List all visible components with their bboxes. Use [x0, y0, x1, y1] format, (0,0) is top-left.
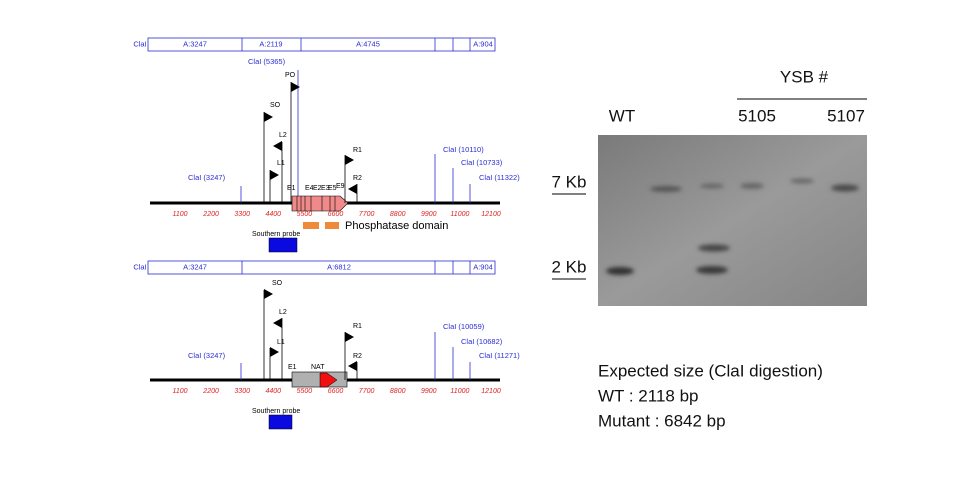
primer-flag	[273, 141, 282, 151]
site-label: ClaI (11271)	[479, 351, 520, 360]
site-label: ClaI (10059)	[443, 322, 485, 331]
primer-flag	[345, 332, 354, 342]
fragment-bar	[147, 37, 496, 52]
axis-label: 3300	[234, 211, 250, 218]
lane-label: WT	[609, 106, 635, 125]
fragment-bar	[147, 260, 496, 275]
size-marker: 7 Kb	[552, 172, 587, 191]
axis-label: 2200	[202, 211, 219, 218]
exon-label: E2	[313, 185, 322, 192]
axis-label: 11000	[450, 211, 469, 218]
exon-label: E1	[288, 364, 297, 371]
site-label: ClaI (3247)	[188, 173, 226, 182]
fragment-label: A:4745	[356, 39, 380, 48]
axis-label: 4400	[266, 211, 282, 218]
lane-label: 5105	[738, 106, 776, 125]
blot-image	[598, 135, 867, 306]
axis-label: 1100	[172, 388, 187, 395]
site-label: ClaI (5365)	[248, 57, 286, 66]
axis-label: 11000	[450, 388, 469, 395]
size-marker: 2 Kb	[552, 257, 587, 276]
probe-label: Southern probe	[252, 408, 300, 415]
expected-line: Expected size (ClaI digestion)	[598, 361, 823, 380]
expected-line: Mutant : 6842 bp	[598, 411, 726, 430]
blot-group: YSB #	[780, 67, 829, 86]
primer-flag	[270, 347, 279, 357]
axis-label: 7700	[359, 388, 375, 395]
southern-probe	[268, 414, 293, 430]
probe-label: Southern probe	[252, 231, 300, 238]
primer-flag	[345, 155, 354, 165]
site-label: ClaI (3247)	[188, 351, 226, 360]
primer-label: L1	[277, 160, 285, 167]
site-label: ClaI (10733)	[461, 158, 503, 167]
primer-label: L2	[279, 132, 287, 139]
domain-label: Phosphatase domain	[345, 220, 448, 232]
axis-label: 6600	[328, 211, 344, 218]
fragment-label: A:6812	[327, 262, 351, 271]
primer-flag	[264, 112, 273, 122]
primer-label: R1	[353, 147, 362, 154]
primer-label: L2	[279, 309, 287, 316]
gene-body	[291, 195, 349, 212]
axis-label: 2200	[202, 388, 219, 395]
lane-label: 5107	[827, 106, 865, 125]
primer-flag	[273, 318, 282, 328]
fragment-label: A:3247	[183, 39, 207, 48]
primer-label: R2	[353, 175, 362, 182]
axis-label: 1100	[172, 211, 187, 218]
domain-block	[325, 222, 339, 229]
axis-label: 12100	[481, 388, 501, 395]
primer-flag	[270, 170, 279, 180]
primer-label: R1	[353, 323, 362, 330]
axis-label: 7700	[359, 211, 375, 218]
axis-label: 6600	[328, 388, 344, 395]
fragment-label: ClaI	[133, 262, 146, 271]
axis-label: 5500	[297, 211, 313, 218]
exon-label: E3	[321, 185, 330, 192]
primer-flag	[291, 82, 300, 92]
primer-flag	[348, 361, 357, 371]
primer-label: SO	[272, 280, 283, 287]
axis-label: 9900	[421, 211, 437, 218]
axis-label: 8800	[390, 388, 406, 395]
site-label: ClaI (10682)	[461, 337, 503, 346]
fragment-label: ClaI	[133, 39, 146, 48]
site-label: ClaI (11322)	[479, 173, 520, 182]
gene-body	[291, 371, 348, 388]
fragment-label: A:3247	[183, 262, 207, 271]
axis-label: 3300	[234, 388, 250, 395]
primer-label: R2	[353, 353, 362, 360]
primer-flag	[348, 184, 357, 194]
axis-label: 12100	[481, 211, 501, 218]
axis-label: 9900	[421, 388, 437, 395]
domain-block	[303, 222, 319, 229]
southern-probe	[268, 237, 298, 253]
primer-flag	[264, 289, 273, 299]
exon-label: E5	[328, 185, 337, 192]
exon-label: NAT	[311, 364, 325, 371]
fragment-label: A:904	[473, 262, 493, 271]
axis-label: 8800	[390, 211, 406, 218]
primer-label: PO	[285, 72, 296, 79]
nat-arrow	[319, 372, 338, 388]
primer-label: SO	[270, 102, 281, 109]
axis-label: 5500	[297, 388, 313, 395]
axis-label: 4400	[266, 388, 282, 395]
exon-label: E9	[336, 183, 345, 190]
fragment-label: A:2119	[259, 39, 282, 48]
fragment-label: A:904	[473, 39, 493, 48]
expected-line: WT : 2118 bp	[598, 386, 698, 405]
exon-label: E4	[305, 185, 314, 192]
site-label: ClaI (10110)	[443, 145, 484, 154]
exon-label: E1	[287, 185, 296, 192]
primer-label: L1	[277, 339, 285, 346]
